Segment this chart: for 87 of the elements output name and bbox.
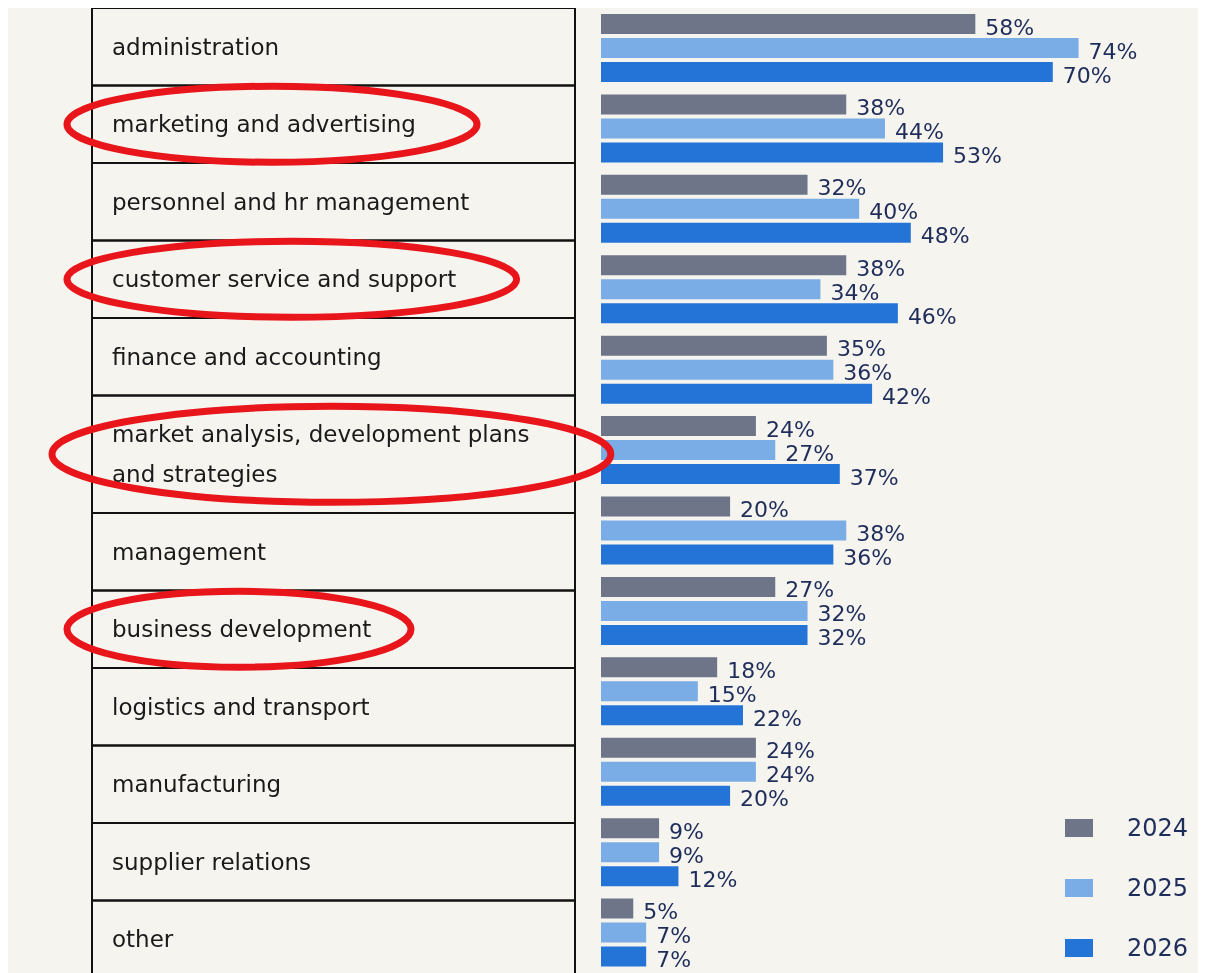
bar (601, 222, 911, 243)
bar (601, 600, 808, 621)
data-label: 58% (985, 14, 1035, 40)
bar (601, 785, 731, 806)
y-tick-label: marketing and advertising (112, 111, 416, 138)
bar (601, 657, 718, 678)
bar (601, 359, 834, 380)
data-label: 37% (849, 464, 899, 490)
bar (601, 62, 1053, 82)
data-label: 38% (856, 255, 906, 281)
data-label: 7% (656, 923, 692, 949)
data-label: 5% (643, 899, 679, 925)
y-tick-label: other (112, 926, 174, 953)
bar (601, 416, 756, 437)
bar (601, 866, 679, 887)
y-tick-label: market analysis, development plans and strategies (112, 421, 530, 488)
y-tick-label: finance and accounting (112, 343, 382, 370)
bar (601, 624, 808, 645)
data-label: 27% (785, 440, 835, 466)
bar (601, 255, 847, 276)
y-tick-label: logistics and transport (112, 693, 370, 720)
data-label: 32% (817, 625, 867, 651)
bar (601, 464, 840, 485)
bar (601, 496, 731, 517)
bar (601, 198, 860, 219)
data-label: 27% (785, 577, 835, 603)
bar (601, 818, 660, 839)
bar (601, 118, 885, 139)
bar (601, 440, 776, 461)
bar (601, 705, 743, 726)
bar (601, 38, 1079, 58)
bar (601, 174, 808, 195)
y-tick-label: personnel and hr management (112, 188, 470, 215)
bar (601, 279, 821, 300)
bar (601, 303, 898, 324)
bar (601, 922, 647, 943)
bar (601, 681, 698, 702)
data-label: 9% (669, 818, 704, 844)
y-tick-label: manufacturing (112, 771, 282, 798)
y-tick-label: business development (112, 616, 372, 643)
data-label: 74% (1088, 38, 1138, 64)
bar (601, 576, 776, 597)
y-tick-label: management (112, 538, 267, 565)
data-label: 32% (817, 601, 867, 627)
data-label: 15% (707, 681, 757, 707)
data-label: 7% (656, 947, 692, 973)
data-label: 42% (882, 384, 931, 410)
bar (601, 142, 944, 163)
data-label: 34% (830, 279, 880, 305)
bar (601, 544, 834, 565)
bar (601, 898, 634, 919)
data-label: 24% (765, 738, 815, 764)
data-label: 32% (817, 175, 867, 201)
bar (601, 94, 847, 115)
data-label: 24% (765, 416, 815, 442)
data-label: 38% (856, 521, 906, 546)
bar (601, 520, 847, 541)
data-label: 36% (843, 360, 893, 386)
bar (601, 14, 976, 34)
data-label: 18% (727, 657, 777, 683)
y-tick-label: customer service and support (112, 266, 457, 293)
data-label: 12% (688, 866, 738, 892)
bar (601, 842, 660, 863)
data-label: 40% (869, 199, 919, 225)
data-label: 38% (856, 94, 906, 120)
data-label: 20% (740, 497, 789, 522)
data-label: 36% (843, 545, 893, 570)
data-label: 22% (752, 705, 802, 731)
bar (601, 761, 756, 782)
legend-label: 2024 (1126, 814, 1188, 842)
data-label: 53% (953, 142, 1002, 168)
bar (601, 946, 647, 967)
bar (601, 335, 827, 356)
data-label: 44% (894, 118, 944, 144)
legend-label: 2025 (1126, 874, 1188, 902)
data-label: 20% (740, 786, 789, 812)
data-label: 70% (1062, 62, 1112, 88)
bar (601, 383, 873, 404)
data-label: 9% (669, 842, 704, 868)
data-label: 35% (836, 336, 886, 362)
y-tick-label: administration (112, 33, 280, 60)
bar (601, 737, 756, 758)
y-tick-label: supplier relations (112, 848, 312, 875)
data-label: 24% (765, 762, 815, 788)
legend-label: 2026 (1126, 934, 1188, 962)
data-label: 46% (907, 303, 957, 329)
data-label: 48% (920, 223, 970, 249)
